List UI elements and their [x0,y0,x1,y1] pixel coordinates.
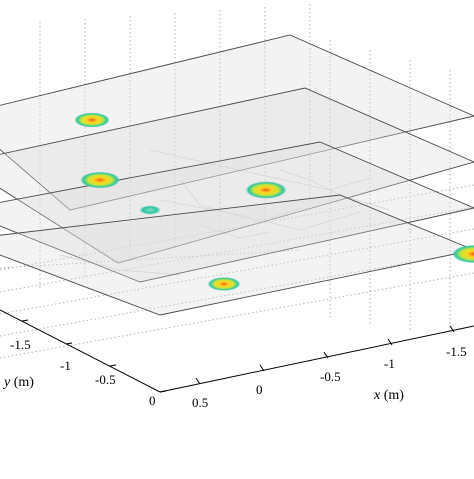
floor-map-line [199,224,271,239]
x-axis-tick [323,351,329,359]
grid-line-floor [0,250,474,337]
back-walls [0,0,474,359]
x-tick-label-2: -0.5 [320,369,341,384]
y-axis-tick [21,319,29,322]
y-tick-label-3: -1.5 [10,337,31,352]
hotspot-blob [452,244,474,264]
x-axis-line [159,325,474,393]
x-tick-label-3: -1 [384,356,395,371]
x-tick-label-0: 0.5 [192,395,208,410]
x-tick-label-4: -1.5 [446,344,467,359]
y-axis-label: y (m) [2,375,34,390]
hotspot-blob [207,277,241,291]
axes [0,309,474,393]
slice-plane [0,141,474,283]
floor-map-line [59,254,181,276]
y-axis-tick [109,364,117,367]
x-axis-tick [259,364,265,372]
y-tick-label-2: -1 [60,358,71,373]
hotspots [74,112,474,291]
y-tick-label-0: 0 [149,393,156,408]
floor-map-line [149,149,371,191]
grid-line-floor [0,184,474,271]
slice-plane [0,34,474,211]
y-axis-tick [159,390,167,393]
slice-planes [0,34,474,316]
hotspot-blob [139,205,161,215]
y-tick-label-1: -0.5 [95,372,116,387]
floor-map-line [179,179,301,223]
floor-map-line [279,169,391,211]
x-tick-label-1: 0 [256,382,263,397]
hotspot-blob [80,171,120,189]
x-axis-tick [387,338,393,346]
grid-line-floor [0,228,474,315]
hotspot-blob [245,181,287,199]
y-axis-tick [65,342,73,345]
floor-map-sketch [59,149,391,276]
back-wall-fill [0,0,474,250]
y-axis-line [0,309,161,393]
x-axis-tick [449,325,455,333]
grid-line-floor [0,272,474,359]
hotspot-blob [74,112,110,128]
slice-plane [0,194,474,316]
slice-plane [0,87,474,264]
x-axis-tick [195,377,201,385]
floor-map-line [159,199,361,231]
grid-line-floor [0,206,474,293]
x-axis-label: x (m) [373,388,404,403]
